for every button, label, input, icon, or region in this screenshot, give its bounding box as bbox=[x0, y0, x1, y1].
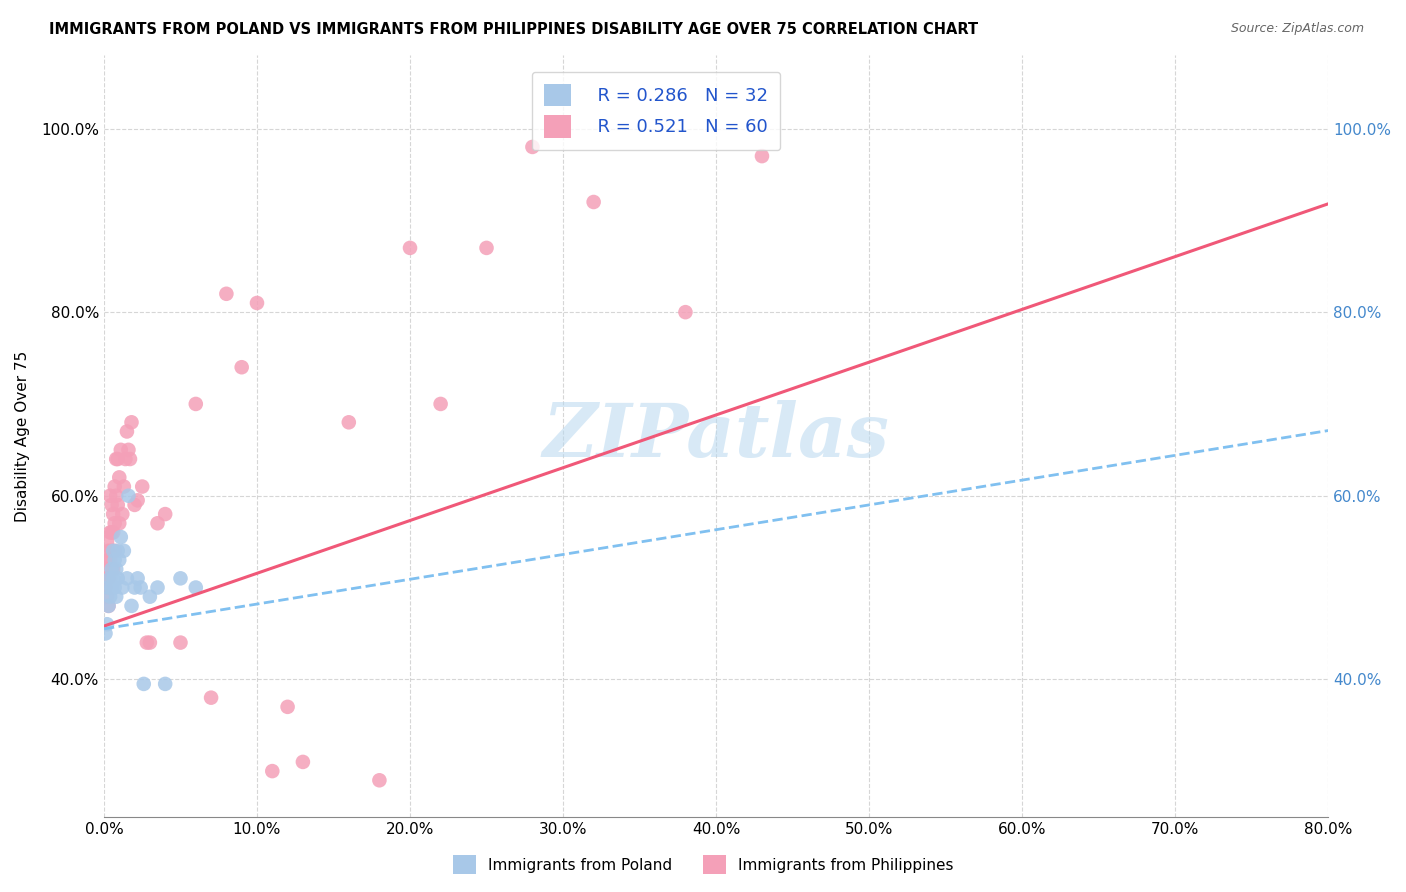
Point bbox=[96, 617, 118, 632]
Point bbox=[169, 571, 191, 585]
Point bbox=[98, 489, 121, 503]
Point bbox=[184, 397, 207, 411]
Point bbox=[115, 425, 138, 439]
Point bbox=[97, 599, 120, 613]
Point bbox=[104, 516, 127, 531]
Text: ZIPatlas: ZIPatlas bbox=[543, 400, 890, 473]
Point bbox=[111, 507, 134, 521]
Point bbox=[215, 286, 238, 301]
Point bbox=[97, 581, 120, 595]
Point bbox=[277, 699, 299, 714]
Point bbox=[262, 764, 284, 778]
Point bbox=[105, 452, 128, 467]
Point bbox=[129, 581, 152, 595]
Point bbox=[146, 581, 169, 595]
Point bbox=[124, 581, 146, 595]
Point bbox=[97, 571, 120, 585]
Point bbox=[751, 149, 773, 163]
Point bbox=[112, 543, 135, 558]
Point bbox=[98, 525, 121, 540]
Point bbox=[107, 498, 129, 512]
Point bbox=[127, 493, 149, 508]
Point bbox=[97, 599, 120, 613]
Point bbox=[104, 479, 127, 493]
Point bbox=[101, 525, 124, 540]
Point bbox=[399, 241, 422, 255]
Point bbox=[100, 562, 122, 576]
Point bbox=[98, 590, 121, 604]
Point bbox=[104, 553, 127, 567]
Point bbox=[101, 543, 124, 558]
Point bbox=[337, 415, 360, 429]
Point bbox=[94, 562, 117, 576]
Legend:   R = 0.286   N = 32,   R = 0.521   N = 60: R = 0.286 N = 32, R = 0.521 N = 60 bbox=[531, 71, 780, 150]
Point bbox=[146, 516, 169, 531]
Point bbox=[107, 571, 129, 585]
Point bbox=[291, 755, 314, 769]
Point bbox=[118, 452, 141, 467]
Point bbox=[105, 562, 128, 576]
Point bbox=[111, 581, 134, 595]
Text: Source: ZipAtlas.com: Source: ZipAtlas.com bbox=[1230, 22, 1364, 36]
Point bbox=[108, 516, 131, 531]
Point bbox=[94, 626, 117, 640]
Point bbox=[110, 442, 132, 457]
Y-axis label: Disability Age Over 75: Disability Age Over 75 bbox=[15, 351, 30, 522]
Point bbox=[121, 599, 143, 613]
Point bbox=[184, 581, 207, 595]
Point bbox=[127, 571, 149, 585]
Point bbox=[117, 442, 139, 457]
Point bbox=[94, 571, 117, 585]
Point bbox=[117, 489, 139, 503]
Point bbox=[200, 690, 222, 705]
Point bbox=[115, 571, 138, 585]
Point bbox=[110, 530, 132, 544]
Point bbox=[94, 581, 117, 595]
Point bbox=[100, 525, 122, 540]
Point bbox=[104, 543, 127, 558]
Point bbox=[114, 452, 136, 467]
Point bbox=[112, 479, 135, 493]
Point bbox=[124, 498, 146, 512]
Point bbox=[98, 571, 121, 585]
Point bbox=[246, 296, 269, 310]
Point bbox=[522, 140, 544, 154]
Point bbox=[169, 635, 191, 649]
Point bbox=[96, 590, 118, 604]
Point bbox=[675, 305, 697, 319]
Point bbox=[139, 590, 162, 604]
Point bbox=[97, 543, 120, 558]
Point bbox=[108, 553, 131, 567]
Point bbox=[131, 479, 153, 493]
Point bbox=[582, 194, 605, 209]
Point bbox=[135, 635, 157, 649]
Point bbox=[108, 470, 131, 484]
Legend: Immigrants from Poland, Immigrants from Philippines: Immigrants from Poland, Immigrants from … bbox=[447, 849, 959, 880]
Point bbox=[132, 677, 155, 691]
Point bbox=[96, 534, 118, 549]
Point bbox=[101, 507, 124, 521]
Point bbox=[121, 415, 143, 429]
Point bbox=[104, 581, 127, 595]
Text: IMMIGRANTS FROM POLAND VS IMMIGRANTS FROM PHILIPPINES DISABILITY AGE OVER 75 COR: IMMIGRANTS FROM POLAND VS IMMIGRANTS FRO… bbox=[49, 22, 979, 37]
Point bbox=[368, 773, 391, 788]
Point bbox=[100, 498, 122, 512]
Point bbox=[475, 241, 498, 255]
Point bbox=[100, 581, 122, 595]
Point bbox=[153, 677, 176, 691]
Point bbox=[429, 397, 451, 411]
Point bbox=[101, 562, 124, 576]
Point bbox=[107, 452, 129, 467]
Point bbox=[231, 360, 253, 375]
Point bbox=[101, 571, 124, 585]
Point bbox=[100, 543, 122, 558]
Point bbox=[105, 590, 128, 604]
Point bbox=[153, 507, 176, 521]
Point bbox=[96, 553, 118, 567]
Point bbox=[107, 543, 129, 558]
Point bbox=[105, 489, 128, 503]
Point bbox=[139, 635, 162, 649]
Point bbox=[98, 553, 121, 567]
